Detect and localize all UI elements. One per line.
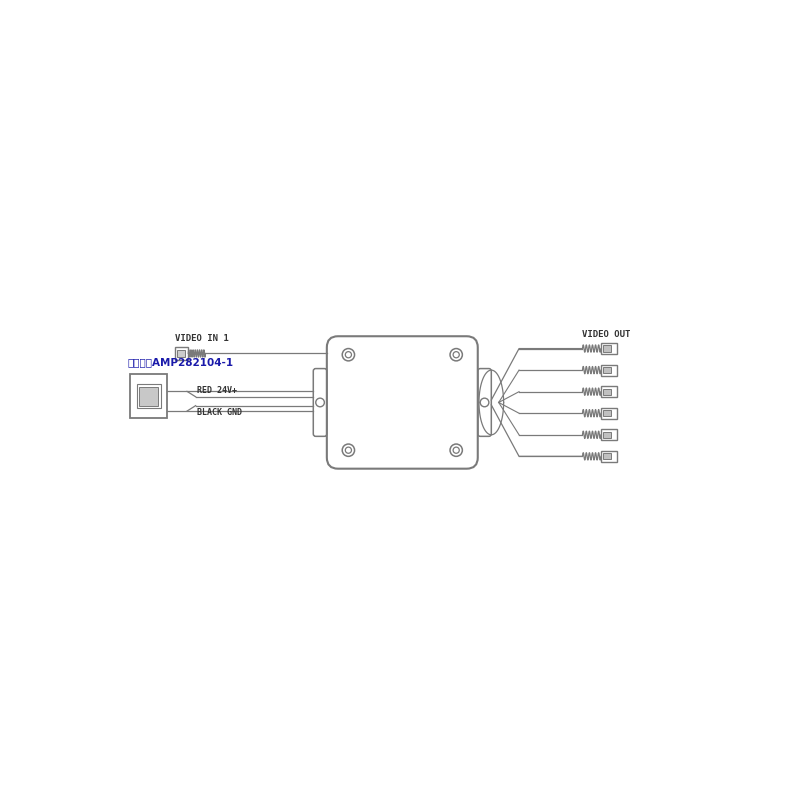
Bar: [603, 346, 611, 352]
Bar: [130, 374, 167, 418]
Bar: [137, 384, 161, 409]
Bar: [139, 386, 158, 406]
Bar: [601, 365, 617, 376]
Bar: [603, 367, 611, 373]
Bar: [601, 408, 617, 418]
Bar: [601, 430, 617, 440]
Bar: [603, 432, 611, 438]
Bar: [603, 454, 611, 459]
Text: 电源接口AMP282104-1: 电源接口AMP282104-1: [127, 357, 234, 366]
Bar: [603, 410, 611, 416]
Text: VIDEO IN 1: VIDEO IN 1: [174, 334, 229, 343]
Bar: [601, 451, 617, 462]
Bar: [601, 343, 617, 354]
Text: VIDEO OUT: VIDEO OUT: [582, 330, 631, 338]
Text: BLACK GND: BLACK GND: [197, 407, 242, 417]
Text: RED 24V+: RED 24V+: [197, 386, 237, 395]
Bar: [177, 350, 185, 357]
Bar: [601, 386, 617, 398]
Bar: [174, 347, 188, 360]
Bar: [603, 389, 611, 394]
